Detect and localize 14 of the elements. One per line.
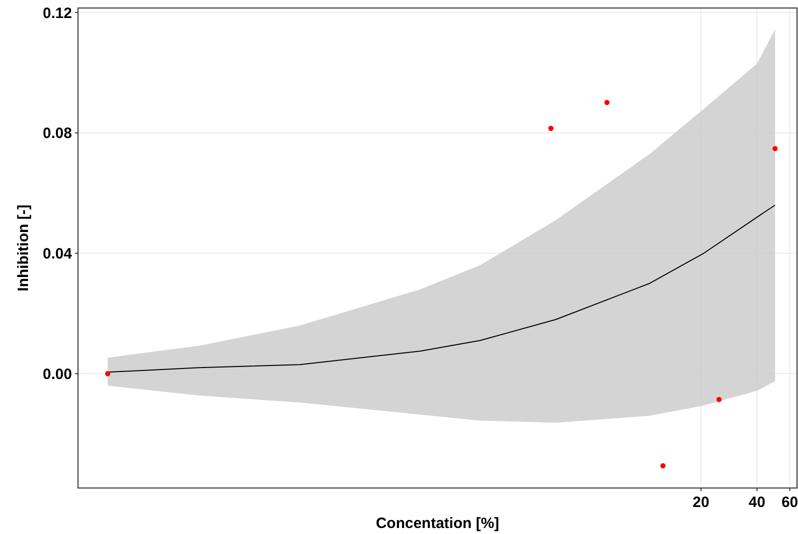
point bbox=[604, 100, 610, 106]
point bbox=[772, 146, 778, 152]
y-tick-label: 0.00 bbox=[42, 366, 72, 383]
x-tick-label: 60 bbox=[781, 494, 798, 511]
y-axis-title: Inhibition [-] bbox=[15, 204, 32, 292]
x-tick-label: 20 bbox=[692, 494, 710, 511]
point bbox=[548, 126, 554, 131]
x-tick-label: 40 bbox=[748, 494, 766, 511]
y-tick-label: 0.08 bbox=[42, 125, 72, 142]
y-tick-label: 0.12 bbox=[42, 4, 72, 22]
x-axis-title: Concentation [%] bbox=[376, 515, 500, 532]
point bbox=[716, 396, 722, 402]
y-tick-label: 0.04 bbox=[42, 246, 73, 263]
point bbox=[660, 463, 666, 468]
